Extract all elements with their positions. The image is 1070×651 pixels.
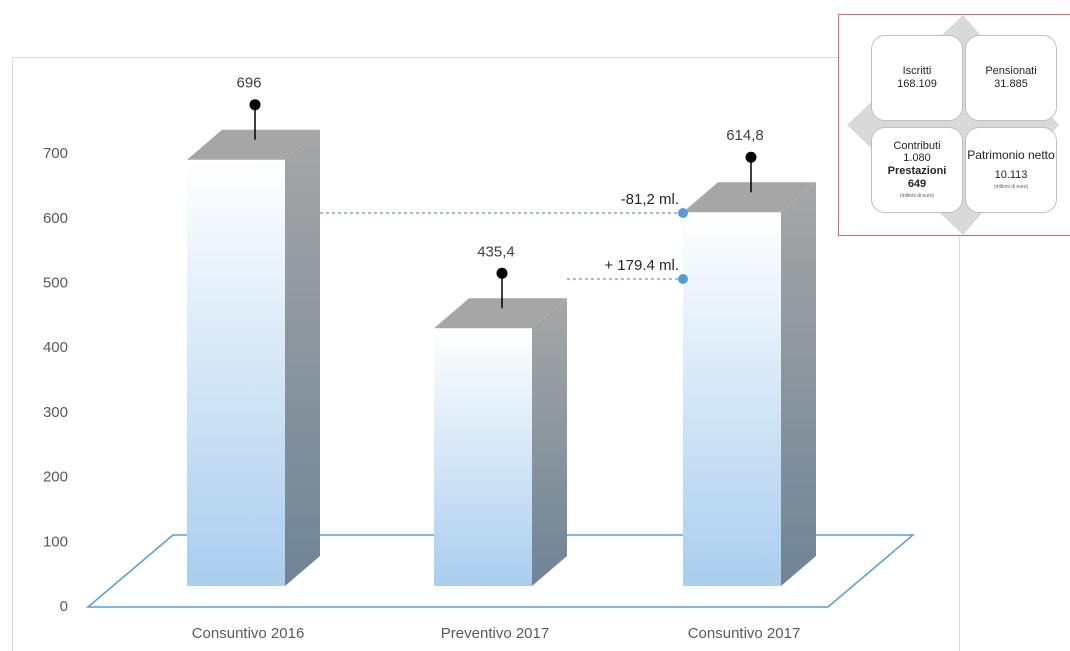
bar-front — [683, 212, 781, 586]
card-patrimonio-note: (milioni di euro) — [993, 184, 1029, 191]
card-contributi: Contributi 1.080 Prestazioni 649 (milion… — [871, 127, 963, 213]
bar-front — [434, 328, 532, 586]
y-tick-label: 300 — [43, 404, 68, 421]
card-iscritti: Iscritti 168.109 — [871, 35, 963, 121]
annotation-dot — [678, 208, 688, 218]
bar-value-label: 614,8 — [726, 127, 764, 144]
card-patrimonio-title: Patrimonio netto — [967, 147, 1055, 162]
bar: 435,4 — [434, 243, 567, 586]
bar-top — [187, 129, 320, 160]
y-tick-label: 600 — [43, 210, 68, 227]
bar-value-label: 696 — [236, 75, 261, 92]
card-iscritti-value: 168.109 — [897, 78, 937, 90]
bar: 696 — [187, 75, 320, 587]
card-contributi-note: (milioni di euro) — [899, 193, 935, 200]
y-tick-label: 500 — [43, 275, 68, 292]
y-tick-label: 400 — [43, 339, 68, 356]
card-patrimonio-value: 10.113 — [994, 168, 1028, 181]
y-tick-label: 200 — [43, 469, 68, 486]
annotation-label: -81,2 ml. — [621, 191, 679, 208]
bar-top — [434, 298, 567, 329]
x-category-label: Consuntivo 2016 — [192, 625, 305, 642]
annotation-label: + 179.4 ml. — [604, 257, 679, 274]
bar-pin-dot — [745, 151, 757, 163]
card-contributi-value: 1.080 — [903, 152, 931, 165]
annotation-dot — [678, 274, 688, 284]
card-prestazioni-value: 649 — [907, 177, 927, 190]
card-prestazioni-title: Prestazioni — [887, 165, 947, 178]
bar-side — [781, 182, 816, 586]
y-tick-label: 700 — [43, 145, 68, 162]
card-patrimonio: Patrimonio netto 10.113 (milioni di euro… — [965, 127, 1057, 213]
card-pensionati: Pensionati 31.885 — [965, 35, 1057, 121]
y-tick-label: 0 — [60, 598, 68, 615]
y-tick-label: 100 — [43, 533, 68, 550]
info-panel: Iscritti 168.109 Pensionati 31.885 Contr… — [838, 14, 1070, 236]
bar-front — [187, 159, 285, 587]
card-contributi-title: Contributi — [893, 139, 941, 152]
bar-value-label: 435,4 — [477, 243, 515, 260]
floor-plane — [85, 534, 916, 608]
bar-side — [532, 298, 567, 586]
bar-pin-dot — [496, 267, 508, 279]
card-pensionati-value: 31.885 — [994, 78, 1028, 90]
chart-frame — [12, 57, 960, 651]
bar-top — [683, 182, 816, 213]
bar-pin-dot — [249, 99, 261, 111]
bar: 614,8 — [683, 127, 816, 586]
card-iscritti-title: Iscritti — [902, 65, 932, 78]
x-category-label: Consuntivo 2017 — [688, 625, 801, 642]
card-pensionati-title: Pensionati — [985, 65, 1037, 78]
x-category-label: Preventivo 2017 — [441, 625, 549, 642]
bar-side — [285, 129, 320, 587]
